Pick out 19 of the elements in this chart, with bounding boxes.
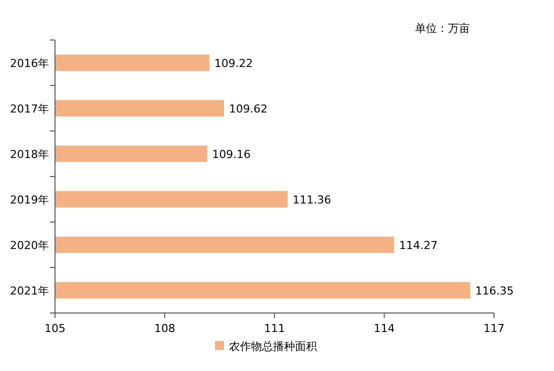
y-tick-label: 2018年 [10,148,49,161]
data-label: 109.62 [229,102,268,116]
legend-label: 农作物总播种面积 [229,340,317,353]
data-label: 109.22 [214,56,253,70]
y-tick-label: 2020年 [10,238,49,252]
y-tick-label: 2019年 [10,193,49,206]
x-tick-label: 117 [484,322,504,335]
data-label: 116.35 [475,284,514,298]
text: 单位：万亩 [415,22,470,35]
data-label: 111.36 [292,193,332,206]
x-tick-label: 111 [264,322,285,335]
y-tick-label: 2017年 [10,102,49,116]
x-tick-label: 108 [154,322,176,335]
x-tick-label: 105 [44,322,66,335]
data-label: 109.16 [212,148,251,161]
x-tick-label: 114 [374,322,395,335]
y-tick-label: 2016年 [10,56,49,70]
y-tick-label: 2021年 [10,284,49,298]
data-label: 114.27 [399,238,438,252]
